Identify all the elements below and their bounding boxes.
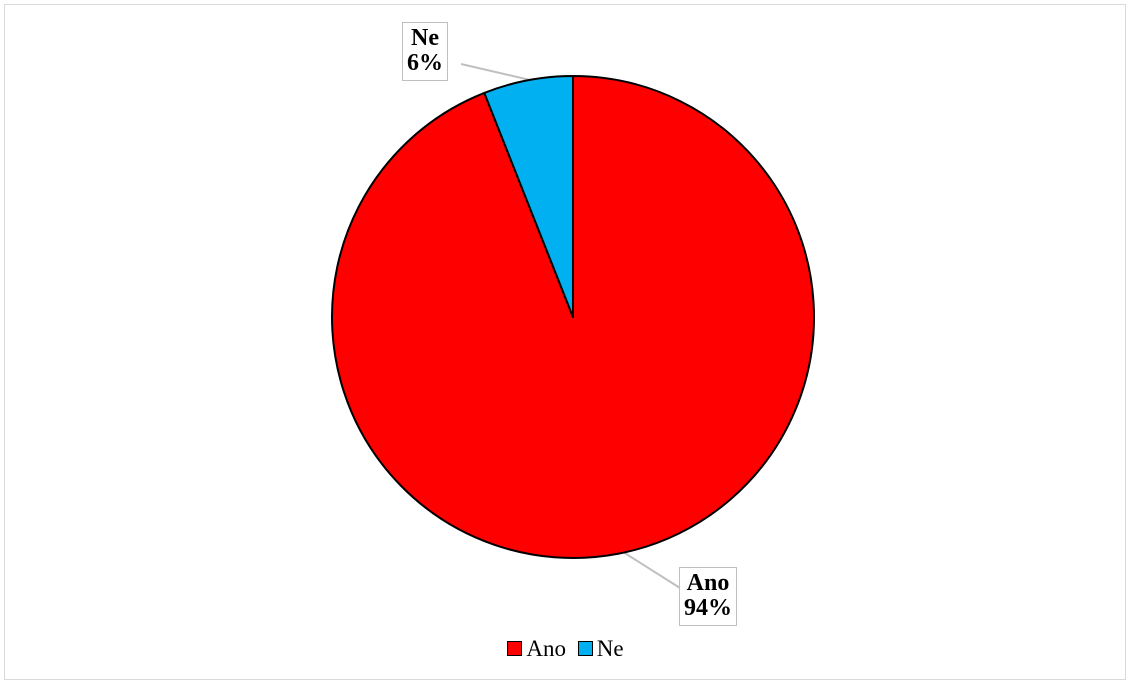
legend-swatch-ne <box>577 641 593 656</box>
data-label-ano-name: Ano <box>686 570 730 596</box>
legend-swatch-ano <box>507 641 523 656</box>
data-label-ano: Ano 94% <box>679 567 737 626</box>
data-label-ne-name: Ne <box>411 25 439 51</box>
data-label-ne-percent: 6% <box>407 50 443 76</box>
legend-label-ne: Ne <box>596 636 624 661</box>
leader-line-ne <box>460 63 531 81</box>
legend-label-ano: Ano <box>526 636 567 661</box>
legend: Ano Ne <box>0 636 1131 662</box>
data-label-ano-percent: 94% <box>684 595 732 621</box>
leader-line-ano <box>619 549 681 589</box>
data-label-ne: Ne 6% <box>402 22 448 81</box>
legend-item-ano: Ano <box>507 636 566 662</box>
pie-slice-ne <box>483 75 574 318</box>
legend-item-ne: Ne <box>577 636 624 662</box>
